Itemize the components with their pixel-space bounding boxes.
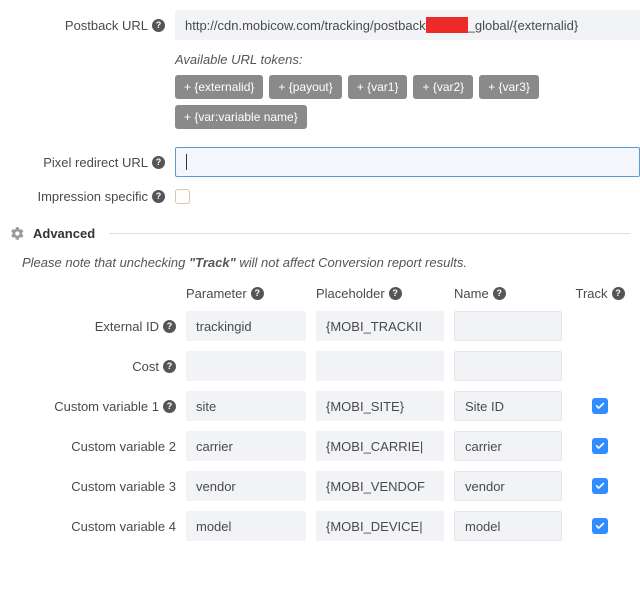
placeholder-input[interactable] [316,391,444,421]
param-row: Cost? [0,351,628,381]
pixel-redirect-label: Pixel redirect URL [43,155,148,170]
advanced-section-title: Advanced [33,226,95,241]
parameter-input[interactable] [186,311,306,341]
name-input[interactable] [454,471,562,501]
header-parameter: Parameter [186,286,247,301]
token-button[interactable]: + {var:variable name} [175,105,307,129]
name-input[interactable] [454,311,562,341]
postback-url-field: http://cdn.mobicow.com/tracking/postback… [175,10,640,40]
placeholder-input[interactable] [316,431,444,461]
impression-specific-label: Impression specific [37,189,148,204]
postback-url-label: Postback URL [65,18,148,33]
track-checkbox[interactable] [592,398,608,414]
help-icon[interactable]: ? [163,400,176,413]
parameter-input[interactable] [186,351,306,381]
pixel-redirect-input[interactable] [175,147,640,177]
param-row-label: Custom variable 2 [71,439,176,454]
track-checkbox[interactable] [592,478,608,494]
param-row-label: Custom variable 3 [71,479,176,494]
name-input[interactable] [454,431,562,461]
parameter-input[interactable] [186,431,306,461]
placeholder-input[interactable] [316,511,444,541]
advanced-note: Please note that unchecking "Track" will… [22,255,622,270]
text-cursor [186,154,187,170]
placeholder-input[interactable] [316,351,444,381]
name-input[interactable] [454,511,562,541]
tokens-container: + {externalid} + {payout} + {var1} + {va… [175,75,640,129]
tokens-label: Available URL tokens: [175,52,302,67]
param-row-label: Custom variable 1 [54,399,159,414]
param-row: External ID? [0,311,628,341]
track-empty [592,318,608,334]
help-icon[interactable]: ? [389,287,402,300]
token-button[interactable]: + {var3} [479,75,539,99]
param-row: Custom variable 3 [0,471,628,501]
param-row: Custom variable 1? [0,391,628,421]
param-row-label: Cost [132,359,159,374]
postback-url-suffix: _global/{externalid} [468,18,579,33]
param-row: Custom variable 2 [0,431,628,461]
track-empty [592,358,608,374]
token-button[interactable]: + {var1} [348,75,408,99]
placeholder-input[interactable] [316,471,444,501]
redacted-block [426,17,468,33]
track-checkbox[interactable] [592,518,608,534]
token-button[interactable]: + {externalid} [175,75,263,99]
help-icon[interactable]: ? [152,190,165,203]
param-row-label: Custom variable 4 [71,519,176,534]
help-icon[interactable]: ? [251,287,264,300]
parameter-input[interactable] [186,391,306,421]
header-name: Name [454,286,489,301]
note-text: will not affect Conversion report result… [236,255,467,270]
help-icon[interactable]: ? [152,19,165,32]
track-checkbox[interactable] [592,438,608,454]
header-track: Track [575,286,607,301]
help-icon[interactable]: ? [493,287,506,300]
parameter-input[interactable] [186,471,306,501]
header-placeholder: Placeholder [316,286,385,301]
param-row-label: External ID [95,319,159,334]
token-button[interactable]: + {payout} [269,75,341,99]
section-divider [109,233,630,234]
help-icon[interactable]: ? [612,287,625,300]
postback-url-prefix: http://cdn.mobicow.com/tracking/postback [185,18,426,33]
parameter-input[interactable] [186,511,306,541]
note-text: Please note that unchecking [22,255,189,270]
note-bold: "Track" [189,255,236,270]
impression-specific-checkbox[interactable] [175,189,190,204]
param-row: Custom variable 4 [0,511,628,541]
help-icon[interactable]: ? [152,156,165,169]
help-icon[interactable]: ? [163,320,176,333]
token-button[interactable]: + {var2} [413,75,473,99]
name-input[interactable] [454,351,562,381]
gear-icon [10,226,25,241]
name-input[interactable] [454,391,562,421]
placeholder-input[interactable] [316,311,444,341]
help-icon[interactable]: ? [163,360,176,373]
